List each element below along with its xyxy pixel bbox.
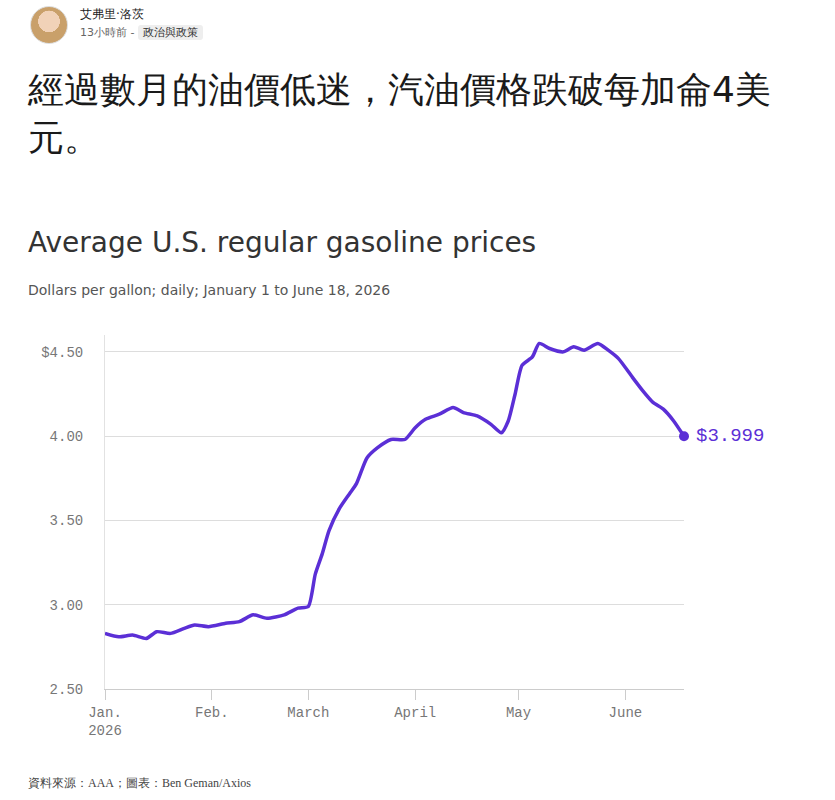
html-text:艾弗里·洛茨: 艾弗里·洛茨 <box>80 7 144 21</box>
html-text:資料來源：AAA；圖表：Ben Geman/Axios: 資料來源：AAA；圖表：Ben Geman/Axios <box>28 776 251 790</box>
svg-text:$3.999: $3.999 <box>696 425 764 447</box>
svg-text:May: May <box>506 705 531 721</box>
svg-text:June: June <box>609 705 643 721</box>
svg-text:3.50: 3.50 <box>50 513 84 529</box>
svg-text:3.00: 3.00 <box>50 598 84 614</box>
html-text:13小時前 -: 13小時前 - <box>80 26 135 39</box>
svg-text:Feb.: Feb. <box>195 705 229 721</box>
html-text:政治與政策: 政治與政策 <box>143 26 199 39</box>
svg-text:March: March <box>287 705 329 721</box>
html-text:Dollars per gallon; daily; Jan: Dollars per gallon; daily; January 1 to … <box>28 282 391 298</box>
html-text:Average U.S. regular gasoline: Average U.S. regular gasoline prices <box>28 226 537 259</box>
svg-text:Jan.2026: Jan.2026 <box>88 705 122 739</box>
svg-text:$4.50: $4.50 <box>41 345 83 361</box>
svg-text:2.50: 2.50 <box>50 682 84 698</box>
html-text:經過數月的油價低迷，汽油價格跌破每加侖4美元。: 經過數月的油價低迷，汽油價格跌破每加侖4美元。 <box>28 69 771 158</box>
svg-text:4.00: 4.00 <box>50 429 84 445</box>
svg-text:April: April <box>394 705 436 721</box>
